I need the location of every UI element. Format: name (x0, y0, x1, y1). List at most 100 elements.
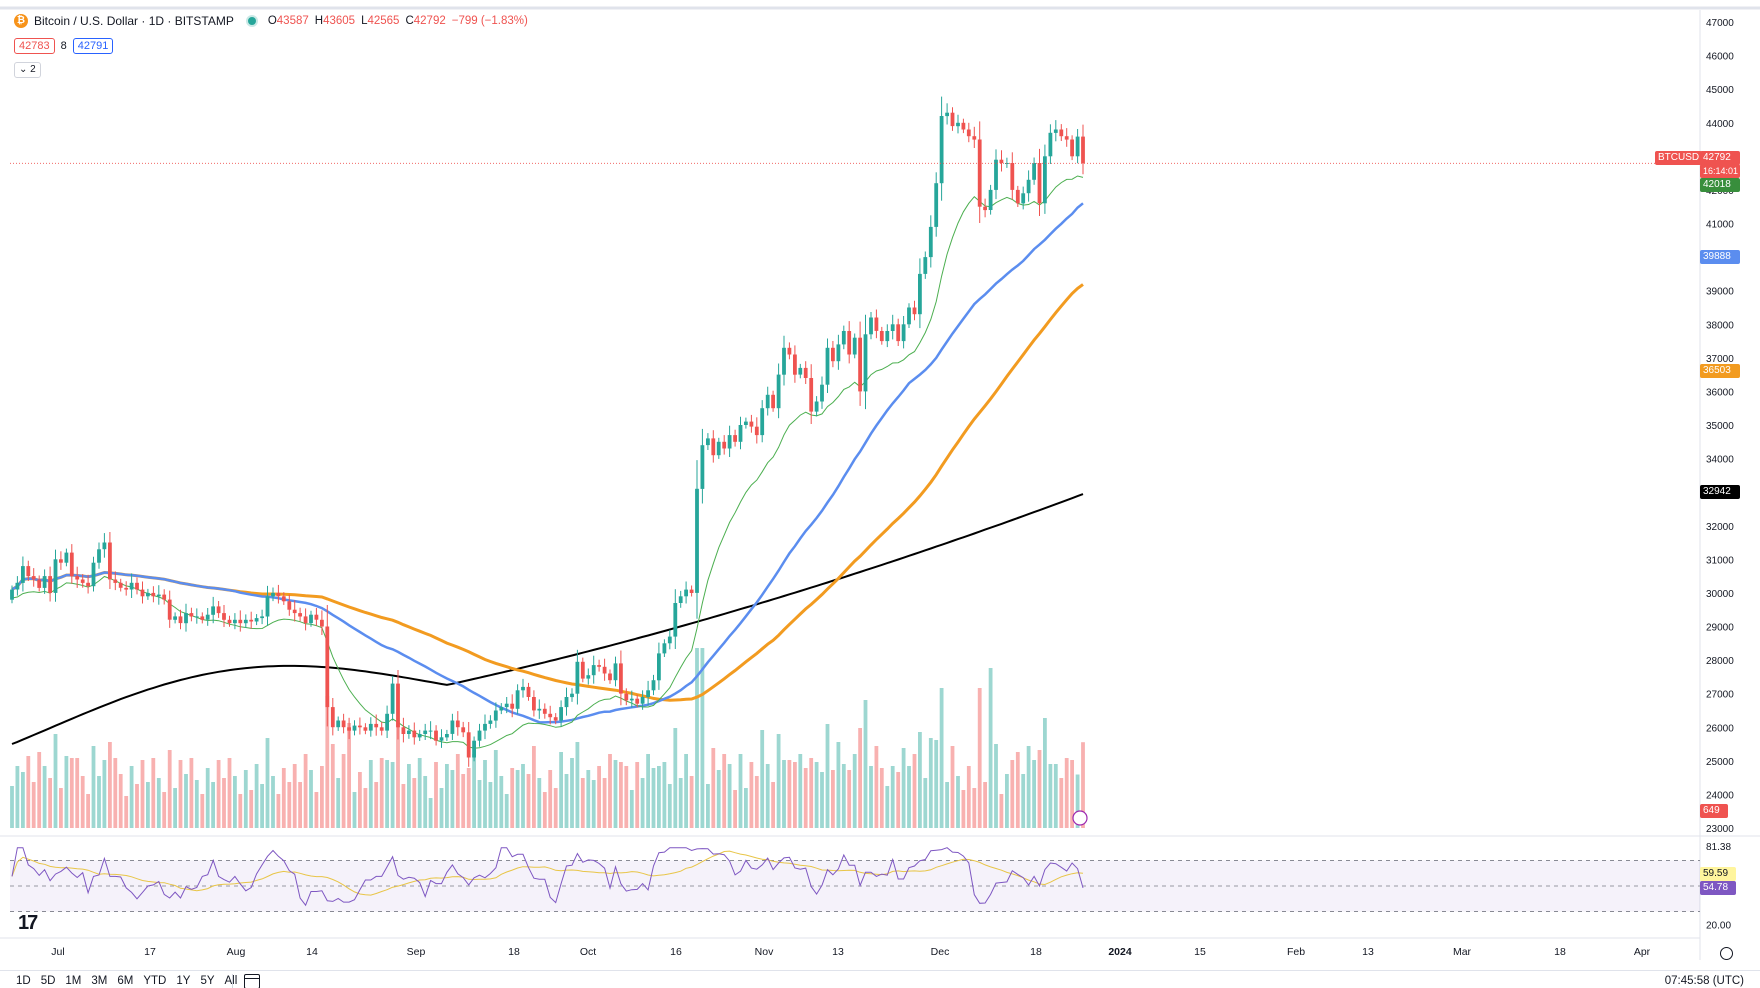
volume-bar (428, 798, 433, 828)
time-tick-label: Feb (1287, 946, 1305, 958)
candle-body (434, 730, 438, 741)
volume-bar (879, 768, 884, 828)
volume-bar (396, 722, 400, 828)
candle-body (814, 401, 819, 412)
tradingview-logo[interactable]: 17 (18, 912, 38, 934)
range-ytd-button[interactable]: YTD (143, 975, 167, 987)
price-tick-label: 34000 (1706, 455, 1734, 466)
range-1y-button[interactable]: 1Y (176, 975, 191, 987)
volume-bar (466, 768, 471, 828)
range-5y-button[interactable]: 5Y (200, 975, 215, 987)
volume-bar (1075, 774, 1080, 828)
candle-body (966, 129, 971, 137)
symbol-title[interactable]: Bitcoin / U.S. Dollar · 1D · BITSTAMP (34, 14, 234, 28)
volume-bar (640, 778, 645, 828)
candle-body (314, 614, 319, 620)
volume-bar (532, 746, 536, 828)
volume-bar (504, 794, 509, 828)
volume-bar (760, 730, 765, 828)
candle-body (379, 727, 384, 731)
range-6m-button[interactable]: 6M (117, 975, 134, 987)
volume-bar (407, 764, 411, 828)
candle-body (961, 122, 966, 130)
symbol-legend: ₿ Bitcoin / U.S. Dollar · 1D · BITSTAMP … (14, 14, 528, 28)
candle-body (42, 576, 47, 588)
range-3m-button[interactable]: 3M (91, 975, 108, 987)
volume-bar (1064, 758, 1069, 828)
candle-body (1043, 156, 1047, 204)
candle-body (885, 331, 890, 342)
volume-bar (325, 696, 330, 828)
candle-body (1026, 179, 1031, 194)
range-1d-button[interactable]: 1D (16, 975, 31, 987)
volume-bar (26, 756, 31, 828)
candle-body (521, 686, 525, 691)
candle-body (320, 619, 324, 627)
candle-body (706, 438, 710, 446)
candle-body (75, 576, 80, 580)
candle-body (243, 619, 248, 624)
candle-body (580, 661, 585, 679)
candle-body (825, 347, 830, 385)
calendar-icon[interactable] (244, 974, 260, 988)
ohlc-values: O43587 H43605 L42565 C42792 −799 (−1.83%… (267, 15, 528, 27)
volume-bar (814, 762, 819, 828)
candle-body (548, 713, 553, 718)
candle-body (108, 542, 112, 580)
candle-body (309, 614, 313, 624)
range-1m-button[interactable]: 1M (65, 975, 82, 987)
volume-bar (787, 760, 792, 828)
candle-body (809, 378, 814, 412)
indicator-collapse-button[interactable]: ⌄ 2 (14, 62, 41, 78)
candle-body (727, 435, 732, 449)
candle-body (358, 725, 362, 728)
rsi-tick-label: 20.00 (1706, 920, 1731, 931)
volume-bar (450, 770, 455, 828)
volume-bar (439, 788, 444, 828)
volume-bar (1037, 750, 1042, 828)
candle-body (477, 730, 482, 741)
volume-bar (254, 764, 259, 828)
range-5d-button[interactable]: 5D (40, 975, 56, 987)
candle-body (330, 707, 335, 728)
candle-body (124, 587, 129, 590)
volume-bar (635, 762, 640, 828)
volume-bar (162, 792, 167, 828)
volume-bar (368, 760, 373, 828)
volume-bar (966, 766, 971, 828)
candle-body (265, 596, 270, 617)
volume-bar (249, 790, 254, 828)
time-tick-label: 18 (1030, 946, 1042, 958)
candle-body (298, 613, 302, 617)
candlesticks (10, 96, 1700, 767)
volume-bar (281, 768, 286, 828)
volume-bar (156, 778, 161, 828)
volume-bar (113, 758, 118, 828)
volume-bar (200, 794, 205, 828)
volume-bar (265, 738, 270, 828)
ask-price[interactable]: 42791 (72, 38, 114, 54)
candle-body (281, 596, 286, 602)
volume-bar (227, 758, 232, 828)
volume-bar (108, 742, 112, 828)
time-tick-label: 18 (1554, 946, 1566, 958)
candle-body (423, 730, 428, 734)
range-all-button[interactable]: All (224, 975, 238, 987)
volume-bar (716, 770, 721, 828)
volume-bar (178, 760, 183, 828)
settings-gear-icon[interactable] (1720, 947, 1733, 960)
candle-body (1032, 163, 1036, 180)
candle-body (673, 603, 678, 637)
volume-bar (564, 774, 569, 828)
volume-bar (15, 766, 20, 828)
candle-body (48, 576, 52, 593)
candle-body (939, 116, 944, 184)
utc-clock[interactable]: 07:45:58 (UTC) (1664, 975, 1744, 987)
time-tick-label: 13 (1362, 946, 1374, 958)
volume-bar (173, 788, 177, 828)
volume-bar (401, 784, 406, 828)
candle-body (749, 421, 754, 427)
bid-price[interactable]: 42783 (14, 38, 55, 54)
volume-bar (75, 758, 80, 828)
